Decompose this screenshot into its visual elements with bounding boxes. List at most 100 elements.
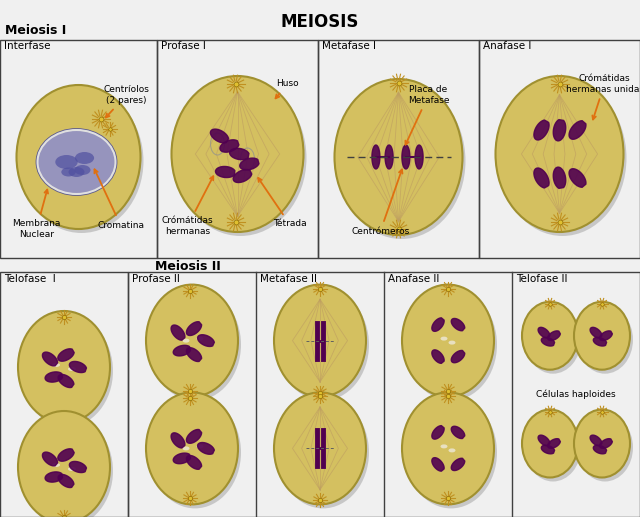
Ellipse shape [68,167,84,177]
Text: MEIOSIS: MEIOSIS [281,13,359,31]
Polygon shape [569,121,586,139]
Polygon shape [451,318,465,331]
Bar [479,40,640,258]
Text: Crómátidas
hermanas: Crómátidas hermanas [162,176,213,236]
Bar [0,40,157,258]
Polygon shape [541,338,555,346]
Polygon shape [372,145,380,169]
Ellipse shape [495,76,623,232]
Ellipse shape [525,414,581,481]
Polygon shape [538,435,550,446]
Bar [128,272,640,517]
Ellipse shape [196,445,204,448]
Polygon shape [45,372,63,382]
Polygon shape [600,331,612,341]
Polygon shape [432,318,444,331]
Text: Crómátidas
hermanas unidas: Crómátidas hermanas unidas [566,74,640,119]
Ellipse shape [19,89,143,233]
Ellipse shape [75,152,94,164]
Polygon shape [451,426,465,438]
Ellipse shape [402,284,494,397]
Ellipse shape [277,397,369,508]
Polygon shape [553,119,566,141]
Polygon shape [58,475,74,488]
Text: Meiosis I: Meiosis I [5,24,67,37]
Ellipse shape [52,363,60,367]
Ellipse shape [52,463,60,467]
Polygon shape [69,361,86,373]
Ellipse shape [449,341,456,345]
Text: Meiosis II: Meiosis II [155,260,221,273]
Polygon shape [402,145,410,169]
Polygon shape [186,322,202,336]
Text: Células haploides: Células haploides [536,390,616,399]
Polygon shape [600,439,612,448]
Ellipse shape [149,397,241,508]
Polygon shape [173,345,191,356]
Text: Profase I: Profase I [161,41,206,51]
Ellipse shape [17,85,141,229]
Ellipse shape [440,445,447,448]
Ellipse shape [36,129,116,195]
Polygon shape [553,167,566,188]
Ellipse shape [574,302,630,370]
Polygon shape [42,452,58,466]
Polygon shape [198,443,214,454]
Polygon shape [198,334,214,346]
Polygon shape [186,455,202,469]
Polygon shape [230,148,249,160]
Polygon shape [593,338,607,346]
Polygon shape [171,325,185,340]
Polygon shape [186,348,202,361]
Polygon shape [171,433,185,448]
Ellipse shape [277,288,369,401]
Polygon shape [590,327,602,338]
Ellipse shape [172,76,303,232]
Polygon shape [432,350,444,363]
Text: Metafase II: Metafase II [260,274,317,284]
Ellipse shape [146,392,238,505]
Ellipse shape [522,409,578,478]
Ellipse shape [440,337,447,341]
Ellipse shape [449,448,456,452]
Polygon shape [432,425,444,439]
Ellipse shape [61,168,76,176]
Bar [318,40,479,258]
Polygon shape [385,145,393,169]
Polygon shape [58,349,74,361]
Text: Cromatina: Cromatina [95,170,144,230]
Text: Huso: Huso [276,80,299,98]
Polygon shape [42,352,58,366]
Polygon shape [451,351,465,363]
Text: Tétrada: Tétrada [258,178,307,229]
Ellipse shape [182,339,189,343]
Ellipse shape [577,306,633,374]
Ellipse shape [18,311,110,423]
Text: Anafase II: Anafase II [388,274,440,284]
Polygon shape [186,430,202,443]
Ellipse shape [21,315,113,427]
Polygon shape [569,169,586,187]
Polygon shape [216,166,235,177]
Polygon shape [593,445,607,454]
Ellipse shape [405,288,497,401]
Bar [0,272,128,517]
Polygon shape [534,120,549,140]
Polygon shape [173,453,191,464]
Text: Placa de
Metafase: Placa de Metafase [405,85,449,145]
Polygon shape [240,158,259,170]
Ellipse shape [525,306,581,374]
Polygon shape [220,140,239,152]
Polygon shape [233,170,252,183]
Text: Interfase: Interfase [4,41,51,51]
Ellipse shape [402,392,494,505]
Ellipse shape [146,284,238,397]
Ellipse shape [274,392,366,505]
Polygon shape [58,374,74,388]
Polygon shape [548,331,561,341]
Ellipse shape [577,414,633,481]
Ellipse shape [337,83,465,239]
Ellipse shape [522,302,578,370]
Text: Telofase II: Telofase II [516,274,568,284]
Text: Profase II: Profase II [132,274,180,284]
